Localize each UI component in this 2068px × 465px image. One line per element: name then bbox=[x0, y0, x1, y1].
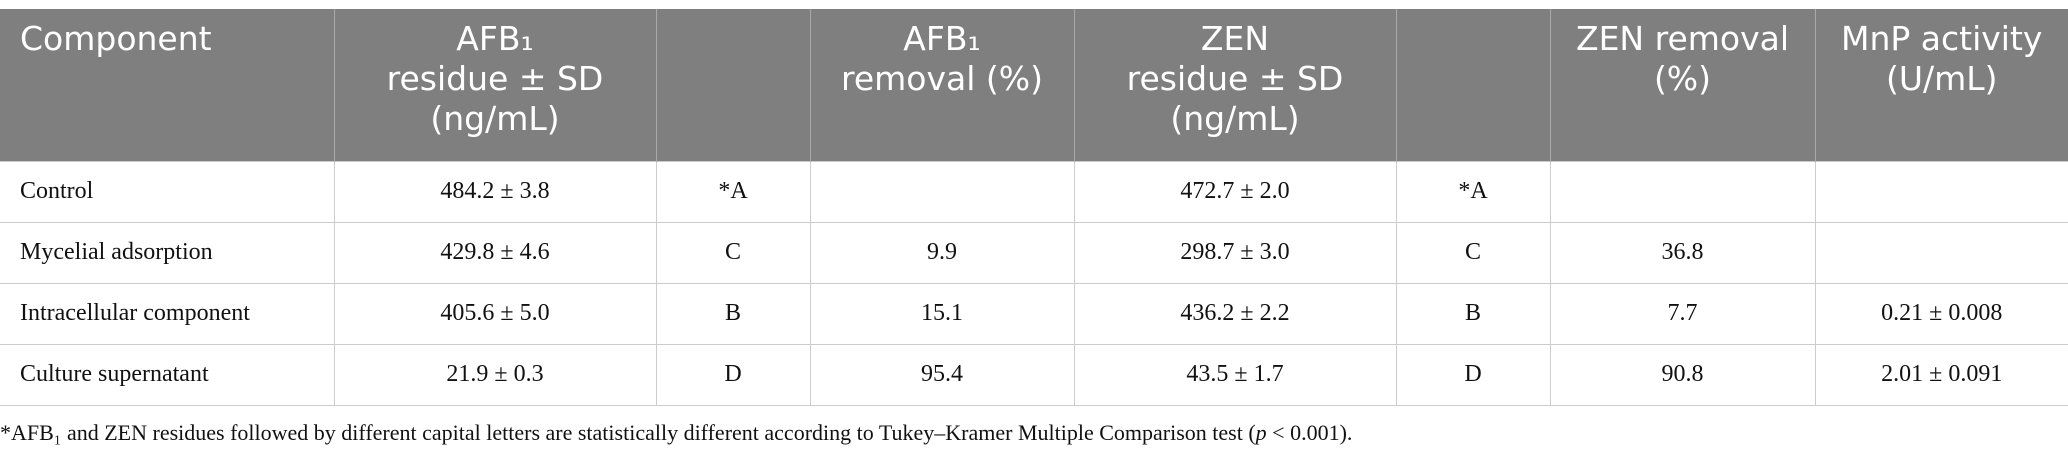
header-cell: AFB₁ residue ± SD (ng/mL) bbox=[333, 9, 656, 161]
header-line: Component bbox=[20, 19, 212, 58]
table-cell: 436.2 ± 2.2 bbox=[1073, 282, 1397, 345]
table-cell: D bbox=[1395, 343, 1551, 406]
header-cell: ZEN removal (%) bbox=[1549, 9, 1815, 161]
table-cell: Mycelial adsorption bbox=[0, 221, 335, 284]
table-cell: 43.5 ± 1.7 bbox=[1073, 343, 1397, 406]
table-body: Control 484.2 ± 3.8 *A 472.7 ± 2.0 *A Mycelia… bbox=[0, 160, 2068, 406]
table-cell: 36.8 bbox=[1549, 221, 1816, 284]
footnote: *AFB₁ and ZEN residues followed by diffe… bbox=[0, 420, 1352, 446]
header-cell: Component bbox=[0, 9, 334, 161]
header-line: (U/mL) bbox=[1885, 59, 1998, 98]
header-cell: ZEN residue ± SD (ng/mL) bbox=[1073, 9, 1396, 161]
empty-cell bbox=[1814, 221, 2068, 284]
table-cell: Control bbox=[0, 160, 335, 223]
header-cell bbox=[655, 9, 810, 161]
empty-cell bbox=[809, 160, 1075, 223]
table-cell: 405.6 ± 5.0 bbox=[333, 282, 657, 345]
header-cell bbox=[1395, 9, 1550, 161]
header-line: residue ± SD bbox=[1126, 59, 1344, 98]
footnote-part: *AFB₁ and ZEN residues followed by diffe… bbox=[0, 420, 1256, 445]
header-line: (ng/mL) bbox=[1170, 99, 1300, 138]
header-line: (ng/mL) bbox=[430, 99, 560, 138]
header-line: (%) bbox=[1653, 59, 1712, 98]
table-cell: 9.9 bbox=[809, 221, 1075, 284]
table-row: Control 484.2 ± 3.8 *A 472.7 ± 2.0 *A bbox=[0, 160, 2068, 223]
footnote-part: p bbox=[1255, 420, 1267, 445]
empty-cell bbox=[1549, 160, 1816, 223]
table-row: Mycelial adsorption 429.8 ± 4.6 C 9.9 298.7 … bbox=[0, 221, 2068, 284]
header-line: residue ± SD bbox=[386, 59, 604, 98]
table-cell: 7.7 bbox=[1549, 282, 1816, 345]
table-cell: C bbox=[655, 221, 811, 284]
data-table: Component AFB₁ residue ± SD (ng/mL) AFB₁ remo… bbox=[0, 9, 2068, 406]
table-cell: C bbox=[1395, 221, 1551, 284]
header-row: Component AFB₁ residue ± SD (ng/mL) AFB₁ remo… bbox=[0, 9, 2068, 161]
table-cell: 2.01 ± 0.091 bbox=[1814, 343, 2068, 406]
table-cell: 298.7 ± 3.0 bbox=[1073, 221, 1397, 284]
table-row: Culture supernatant 21.9 ± 0.3 D 95.4 43.5 ±… bbox=[0, 343, 2068, 406]
table-cell: B bbox=[1395, 282, 1551, 345]
table-row: Intracellular component 405.6 ± 5.0 B 15.1 4… bbox=[0, 282, 2068, 345]
header-line: AFB₁ bbox=[903, 19, 981, 58]
table-cell: 472.7 ± 2.0 bbox=[1073, 160, 1397, 223]
table-cell: *A bbox=[1395, 160, 1551, 223]
header-line: ZEN bbox=[1200, 19, 1270, 58]
table-cell: D bbox=[655, 343, 811, 406]
table-cell: Culture supernatant bbox=[0, 343, 335, 406]
table-cell: 21.9 ± 0.3 bbox=[333, 343, 657, 406]
table-cell: 429.8 ± 4.6 bbox=[333, 221, 657, 284]
table-cell: 95.4 bbox=[809, 343, 1075, 406]
footnote-part: < 0.001). bbox=[1266, 420, 1353, 445]
header-line: AFB₁ bbox=[456, 19, 534, 58]
table-cell: 0.21 ± 0.008 bbox=[1814, 282, 2068, 345]
header-cell: MnP activity (U/mL) bbox=[1814, 9, 2068, 161]
header-line: removal (%) bbox=[841, 59, 1043, 98]
header-cell: AFB₁ removal (%) bbox=[809, 9, 1074, 161]
table-cell: *A bbox=[655, 160, 811, 223]
table-cell: 484.2 ± 3.8 bbox=[333, 160, 657, 223]
empty-cell bbox=[1814, 160, 2068, 223]
table-cell: Intracellular component bbox=[0, 282, 335, 345]
table-cell: B bbox=[655, 282, 811, 345]
table-cell: 15.1 bbox=[809, 282, 1075, 345]
header-line: MnP activity bbox=[1841, 19, 2043, 58]
header-line: ZEN removal bbox=[1575, 19, 1790, 58]
table-cell: 90.8 bbox=[1549, 343, 1816, 406]
